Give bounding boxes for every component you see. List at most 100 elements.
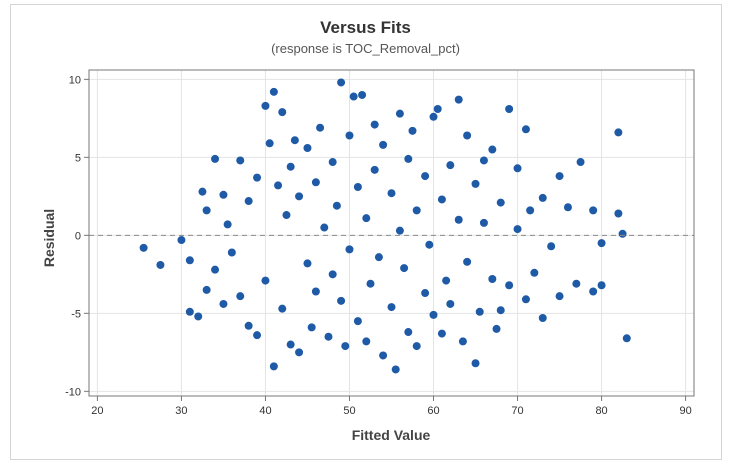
data-point bbox=[332, 201, 341, 210]
data-point bbox=[463, 131, 472, 140]
data-point bbox=[429, 310, 438, 319]
data-point bbox=[274, 181, 283, 190]
grid-lines bbox=[89, 70, 694, 396]
data-point bbox=[395, 109, 404, 118]
data-point bbox=[387, 303, 396, 312]
data-point bbox=[437, 195, 446, 204]
data-point bbox=[412, 206, 421, 215]
x-tick-label: 70 bbox=[511, 405, 523, 417]
x-tick-label: 50 bbox=[343, 405, 355, 417]
data-point bbox=[278, 304, 287, 313]
data-point bbox=[211, 154, 220, 163]
data-point bbox=[555, 292, 564, 301]
data-point bbox=[442, 276, 451, 285]
data-point bbox=[479, 218, 488, 227]
y-tick-label: -10 bbox=[65, 386, 81, 398]
data-point bbox=[471, 359, 480, 368]
x-tick-label: 90 bbox=[679, 405, 691, 417]
data-point bbox=[198, 187, 207, 196]
data-point bbox=[513, 225, 522, 234]
data-point bbox=[618, 229, 627, 238]
data-point bbox=[244, 197, 253, 206]
data-point bbox=[521, 125, 530, 134]
x-tick-label: 30 bbox=[175, 405, 187, 417]
data-point bbox=[261, 276, 270, 285]
data-point bbox=[295, 192, 304, 201]
data-point bbox=[421, 289, 430, 298]
data-point bbox=[236, 292, 245, 301]
x-tick-label: 60 bbox=[427, 405, 439, 417]
data-point bbox=[576, 158, 585, 167]
data-point bbox=[316, 123, 325, 132]
data-point bbox=[353, 317, 362, 326]
y-tick-label: 0 bbox=[75, 230, 81, 242]
chart-title: Versus Fits bbox=[320, 18, 411, 37]
data-point bbox=[227, 248, 236, 257]
data-point bbox=[370, 120, 379, 129]
data-point bbox=[202, 285, 211, 294]
data-point bbox=[622, 334, 631, 343]
data-point bbox=[341, 342, 350, 351]
data-points bbox=[139, 78, 631, 374]
x-tick-label: 20 bbox=[91, 405, 103, 417]
data-point bbox=[269, 362, 278, 371]
data-point bbox=[496, 198, 505, 207]
data-point bbox=[303, 259, 312, 268]
data-point bbox=[345, 131, 354, 140]
data-point bbox=[265, 139, 274, 148]
data-point bbox=[362, 337, 371, 346]
data-point bbox=[185, 256, 194, 265]
data-point bbox=[261, 101, 270, 110]
y-tick-label: 10 bbox=[69, 74, 81, 86]
data-point bbox=[589, 287, 598, 296]
data-point bbox=[211, 265, 220, 274]
data-point bbox=[362, 214, 371, 223]
data-point bbox=[286, 162, 295, 171]
data-point bbox=[307, 323, 316, 332]
data-point bbox=[391, 365, 400, 374]
data-point bbox=[563, 203, 572, 212]
data-point bbox=[219, 190, 228, 199]
data-point bbox=[253, 331, 262, 340]
data-point bbox=[526, 206, 535, 215]
x-axis-label: Fitted Value bbox=[352, 427, 431, 443]
y-tick-label: 5 bbox=[75, 152, 81, 164]
data-point bbox=[475, 307, 484, 316]
data-point bbox=[505, 104, 514, 113]
data-point bbox=[538, 314, 547, 323]
data-point bbox=[244, 321, 253, 330]
data-point bbox=[463, 257, 472, 266]
data-point bbox=[395, 226, 404, 235]
y-tick-label: -5 bbox=[71, 308, 81, 320]
data-point bbox=[492, 324, 501, 333]
data-point bbox=[156, 260, 165, 269]
data-point bbox=[253, 173, 262, 182]
data-point bbox=[370, 165, 379, 174]
data-point bbox=[295, 348, 304, 357]
data-point bbox=[219, 299, 228, 308]
data-point bbox=[446, 161, 455, 170]
data-point bbox=[345, 245, 354, 254]
data-point bbox=[353, 182, 362, 191]
x-tick-label: 40 bbox=[259, 405, 271, 417]
data-point bbox=[404, 328, 413, 337]
data-point bbox=[387, 189, 396, 198]
data-point bbox=[421, 172, 430, 181]
data-point bbox=[488, 145, 497, 154]
data-point bbox=[303, 143, 312, 152]
data-point bbox=[408, 126, 417, 135]
data-point bbox=[572, 279, 581, 288]
data-point bbox=[290, 136, 299, 145]
data-point bbox=[429, 112, 438, 121]
data-point bbox=[236, 156, 245, 165]
data-point bbox=[425, 240, 434, 249]
data-point bbox=[223, 220, 232, 229]
data-point bbox=[358, 90, 367, 99]
data-point bbox=[177, 236, 186, 245]
data-point bbox=[194, 312, 203, 321]
data-point bbox=[521, 295, 530, 304]
data-point bbox=[202, 206, 211, 215]
data-point bbox=[311, 178, 320, 187]
data-point bbox=[614, 128, 623, 137]
